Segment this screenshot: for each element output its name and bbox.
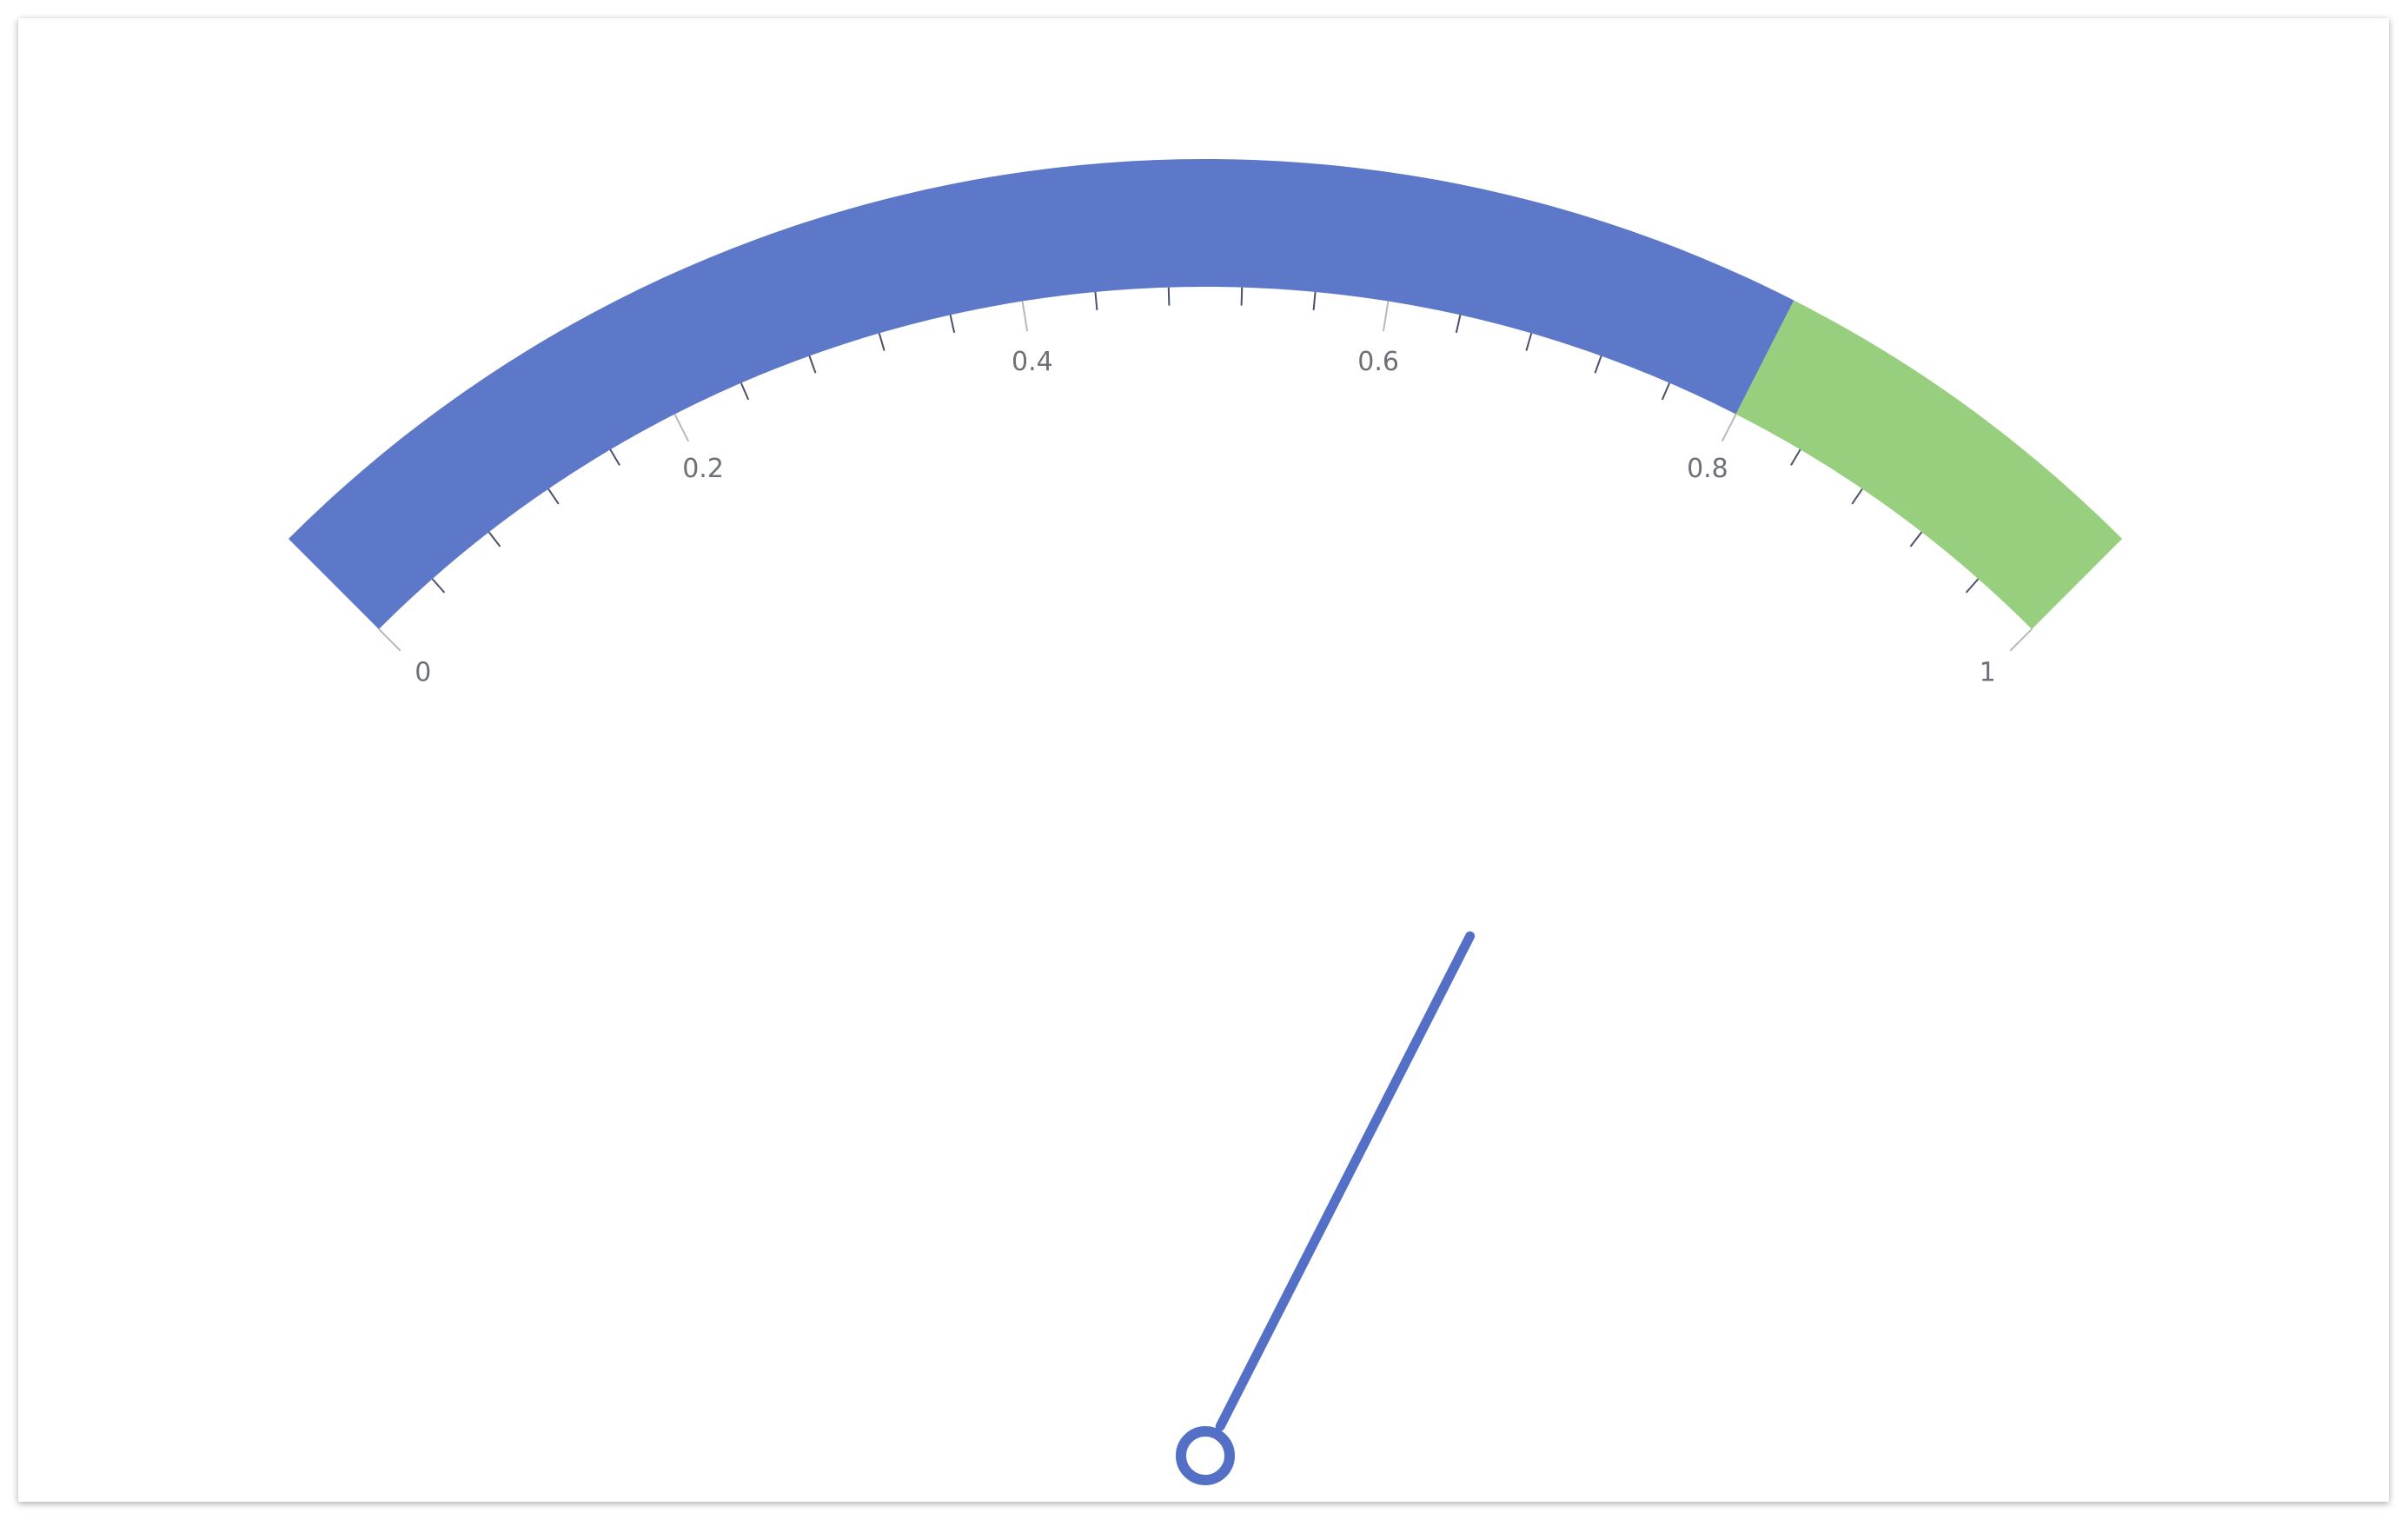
split-line xyxy=(1382,301,1390,332)
minor-tick xyxy=(488,531,501,548)
minor-tick xyxy=(431,578,446,594)
tick-label: 0 xyxy=(415,657,431,687)
minor-tick xyxy=(1851,488,1863,505)
needle xyxy=(1215,931,1476,1431)
minor-tick xyxy=(740,382,750,401)
minor-tick xyxy=(547,488,560,505)
minor-tick xyxy=(1455,315,1462,334)
gauge-band xyxy=(288,159,1794,629)
minor-tick xyxy=(1790,448,1801,466)
tick-label: 0.6 xyxy=(1357,347,1399,377)
needle-pivot xyxy=(1176,1426,1235,1485)
tick-label: 0.4 xyxy=(1012,347,1053,377)
minor-tick xyxy=(1594,355,1602,374)
minor-tick xyxy=(1312,291,1317,310)
minor-tick xyxy=(1525,333,1533,351)
split-line xyxy=(1721,414,1737,442)
minor-tick xyxy=(808,355,817,374)
minor-tick xyxy=(878,333,886,351)
minor-tick xyxy=(1909,531,1923,548)
tick-label: 0.8 xyxy=(1687,454,1728,484)
tick-label: 0.2 xyxy=(682,454,724,484)
tick-label: 1 xyxy=(1980,657,1996,687)
split-line xyxy=(673,414,690,442)
split-line xyxy=(378,628,401,652)
split-line xyxy=(2009,628,2033,652)
minor-tick xyxy=(1240,287,1244,306)
minor-tick xyxy=(1167,287,1171,306)
minor-tick xyxy=(1094,291,1098,310)
gauge-band xyxy=(1735,300,2123,629)
minor-tick xyxy=(609,448,620,466)
minor-tick xyxy=(1661,382,1671,401)
minor-tick xyxy=(949,315,956,334)
split-line xyxy=(1021,301,1029,332)
minor-tick xyxy=(1965,578,1980,594)
